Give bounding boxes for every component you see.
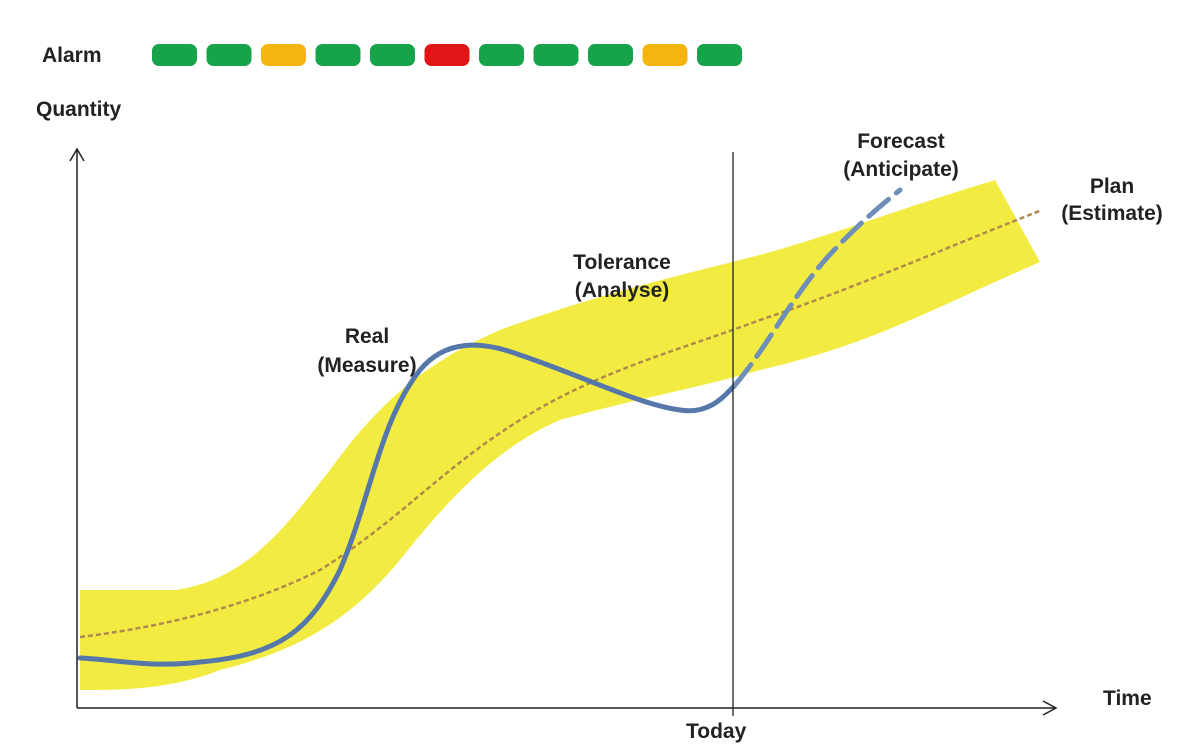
- alarm-light-green: [479, 44, 524, 66]
- x-axis-label: Time: [1103, 687, 1152, 710]
- alarm-light-green: [370, 44, 415, 66]
- real-label-title: Real: [345, 325, 389, 348]
- alarm-lights: [152, 44, 742, 66]
- axes: [69, 147, 1058, 716]
- x-axis-arrow: [1042, 700, 1058, 716]
- y-axis-arrow: [69, 147, 85, 162]
- tolerance-band: [80, 180, 1040, 690]
- alarm-label: Alarm: [42, 44, 102, 67]
- alarm-light-green: [588, 44, 633, 66]
- alarm-light-green: [152, 44, 197, 66]
- alarm-light-amber: [261, 44, 306, 66]
- tolerance-label-title: Tolerance: [573, 251, 671, 274]
- real-label-subtitle: (Measure): [317, 354, 416, 377]
- alarm-light-red: [424, 44, 470, 66]
- today-label: Today: [686, 720, 747, 743]
- plan-label-title: Plan: [1090, 175, 1134, 198]
- forecast-label-subtitle: (Anticipate): [843, 158, 959, 181]
- forecast-label-title: Forecast: [857, 130, 945, 153]
- real-line: [77, 342, 738, 667]
- plan-label-subtitle: (Estimate): [1061, 202, 1163, 225]
- tolerance-label-subtitle: (Analyse): [575, 279, 670, 302]
- forecast-line: [732, 187, 903, 388]
- alarm-light-green: [533, 44, 579, 66]
- alarm-light-amber: [642, 44, 688, 66]
- alarm-light-green: [206, 44, 252, 66]
- alarm-light-green: [697, 44, 742, 66]
- plan-line: [79, 208, 1043, 639]
- alarm-light-green: [315, 44, 361, 66]
- y-axis-label: Quantity: [36, 98, 121, 121]
